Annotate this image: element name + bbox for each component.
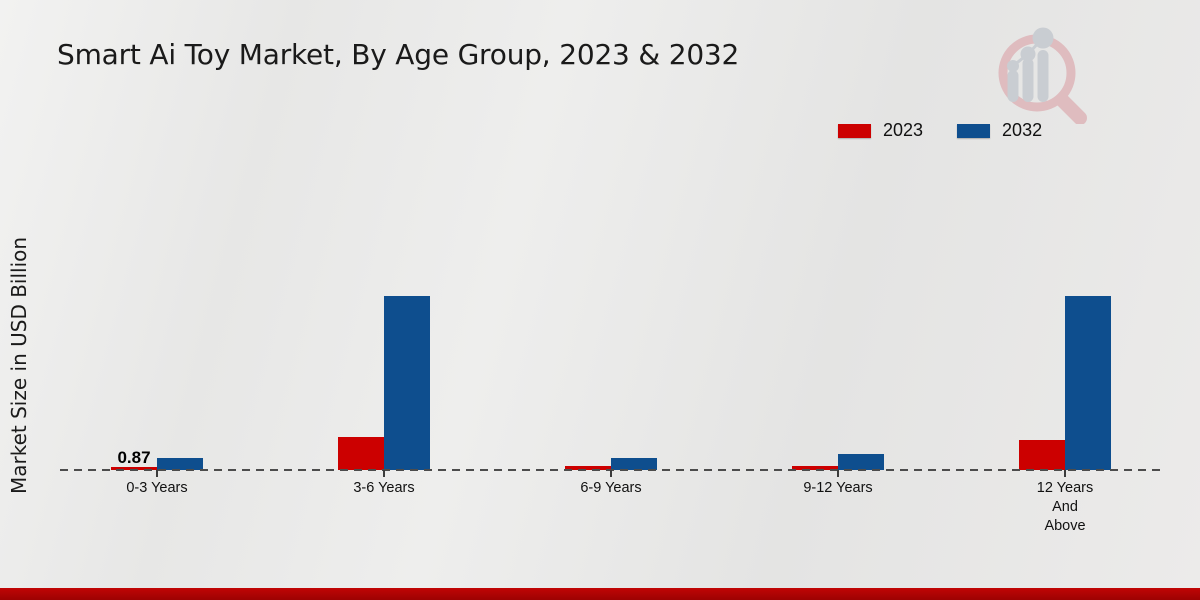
magnifier-barchart-logo-icon [998,27,1087,124]
x-axis-label: 9-12 Years [803,480,873,496]
x-axis-tick [837,470,839,477]
x-axis-label: 0-3 Years [126,480,188,496]
bar-2023-3-6-years [338,437,384,470]
bar-2032-0-3-years [157,458,203,470]
bar-value-label: 0.87 [117,448,151,467]
bar-2023-6-9-years [565,466,611,470]
x-axis-label: 3-6 Years [353,480,415,496]
legend-label: 2023 [883,120,924,140]
bar-2032-6-9-years [611,458,657,470]
legend-item-2032: 2032 [957,120,1042,141]
x-axis-tick [156,470,158,477]
bar-2032-12-years-and-above [1065,296,1111,470]
chart-title: Smart Ai Toy Market, By Age Group, 2023 … [57,38,740,71]
bar-2023-12-years-and-above [1019,440,1065,470]
bar-2032-3-6-years [384,296,430,470]
x-axis-tick [1064,470,1066,477]
legend-item-2023: 2023 [838,120,923,141]
x-axis-label: 12 Years And Above [1036,480,1094,534]
legend-swatch-2023 [838,123,871,138]
bar-2023-0-3-years [111,467,157,470]
x-axis-tick [383,470,385,477]
legend-swatch-2032 [957,123,991,138]
footer-accent-strip [0,588,1200,600]
legend-label: 2032 [1002,120,1043,140]
x-axis-tick [610,470,612,477]
bar-2023-9-12-years [792,466,838,470]
legend: 2023 2032 [838,120,1042,141]
bar-2032-9-12-years [838,454,884,470]
x-axis-label: 6-9 Years [580,480,642,496]
